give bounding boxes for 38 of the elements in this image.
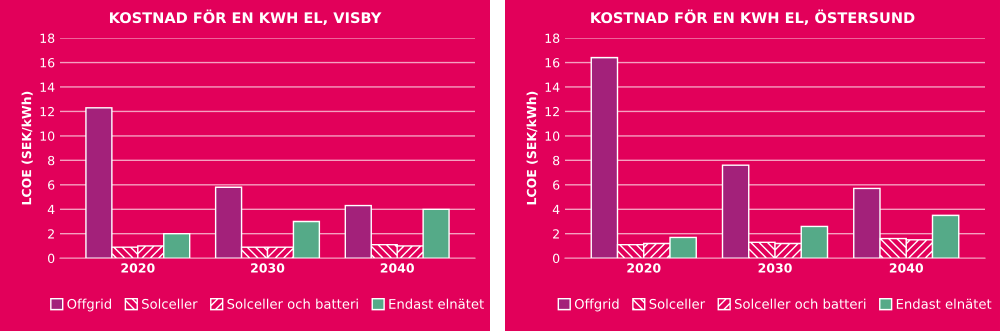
y-tick-label: 2 xyxy=(48,229,54,238)
y-tick-label: 14 xyxy=(546,82,560,92)
y-tick-label: 0 xyxy=(48,254,54,264)
y-tick-label: 2 xyxy=(553,229,559,238)
legend-label: Offgrid xyxy=(67,298,111,312)
legend-label: Offgrid xyxy=(574,298,618,312)
x-tick-label: 2040 xyxy=(380,263,414,273)
y-tick-label: 4 xyxy=(552,204,560,214)
y-tick-label: 10 xyxy=(40,131,54,141)
legend-label: Solceller xyxy=(650,298,706,309)
y-axis-title: LCOE (SEK/kWh) xyxy=(22,92,33,204)
y-tick-label: 10 xyxy=(546,131,560,141)
y-axis-title: LCOE (SEK/kWh) xyxy=(526,92,538,204)
x-tick-label: 2020 xyxy=(121,263,155,273)
y-tick-label: 16 xyxy=(40,58,54,68)
legend-label: Endast elnätet xyxy=(389,298,484,309)
y-tick-label: 4 xyxy=(48,204,54,214)
x-tick-label: 2030 xyxy=(758,263,792,273)
legend-label: Solceller och batteri xyxy=(227,298,358,309)
y-tick-label: 18 xyxy=(546,34,560,43)
x-tick-label: 2040 xyxy=(890,263,924,273)
y-tick-label: 6 xyxy=(553,180,560,190)
y-tick-label: 12 xyxy=(40,106,54,116)
legend-label: Solceller och batteri xyxy=(734,298,866,309)
y-tick-label: 14 xyxy=(40,82,54,92)
y-tick-label: 16 xyxy=(546,58,560,68)
y-tick-label: 8 xyxy=(48,156,54,166)
y-tick-label: 8 xyxy=(553,156,560,166)
x-tick-label: 2020 xyxy=(627,263,661,273)
y-tick-label: 6 xyxy=(48,180,54,190)
y-tick-label: 12 xyxy=(546,106,559,116)
y-tick-label: 18 xyxy=(40,34,54,43)
y-tick-label: 0 xyxy=(553,254,560,264)
chart-title: KOSTNAD FÖR EN KWH EL, VISBY xyxy=(110,9,382,26)
chart-title: KOSTNAD FÖR EN KWH EL, ÖSTERSUND xyxy=(591,9,914,26)
legend-label: Endast elnätet xyxy=(896,298,992,309)
x-tick-label: 2030 xyxy=(251,263,284,273)
legend-label: Solceller xyxy=(142,298,198,309)
